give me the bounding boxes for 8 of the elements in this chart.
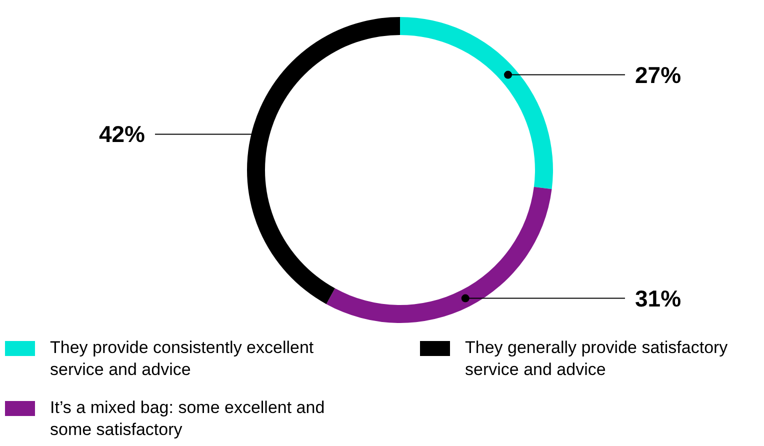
- legend-label: It’s a mixed bag: some excellent and some satisfactory: [50, 397, 326, 441]
- donut-slice: [400, 17, 553, 190]
- data-label: 27%: [635, 62, 682, 88]
- legend-label: They generally provide satisfactory service and advice: [465, 337, 729, 381]
- legend-label: They provide consistently excellent service and advice: [50, 337, 315, 381]
- donut-slice: [326, 186, 552, 323]
- data-label: 42%: [98, 121, 145, 148]
- data-label: 31%: [635, 285, 682, 312]
